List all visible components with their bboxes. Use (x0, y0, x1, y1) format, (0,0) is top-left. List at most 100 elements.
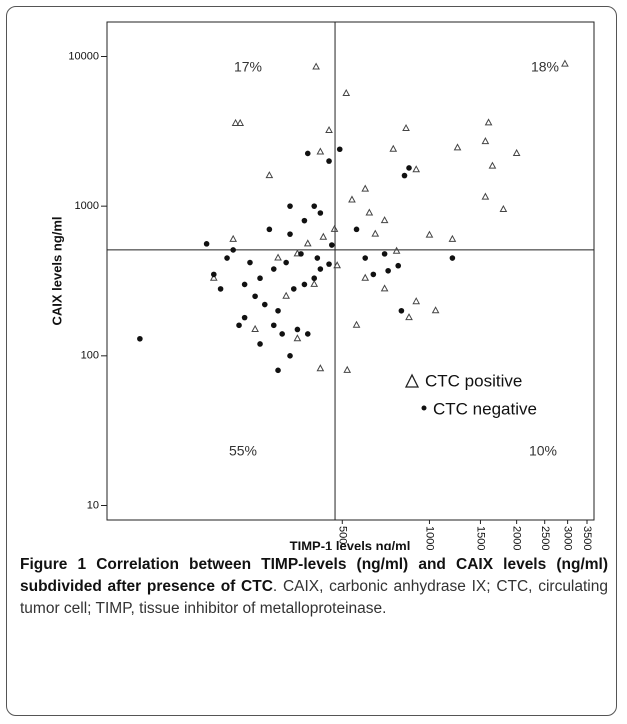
point (290, 286, 297, 292)
point (247, 259, 253, 266)
y-tick-label: 1000 (75, 200, 99, 212)
point (275, 367, 281, 374)
point (333, 261, 341, 269)
point (287, 231, 293, 237)
caption: Figure 1 Correlation between TIMP-levels… (20, 554, 608, 620)
point (325, 126, 333, 134)
point (330, 224, 339, 232)
y-axis-title: CAIX levels ng/ml (49, 216, 64, 325)
point (312, 62, 320, 70)
point (230, 247, 236, 253)
point (362, 255, 369, 261)
point (336, 146, 343, 153)
point (317, 210, 324, 216)
point (484, 118, 493, 126)
point (282, 291, 290, 299)
point (381, 251, 388, 257)
y-tick-label: 100 (81, 350, 99, 362)
point (316, 364, 325, 372)
x-axis-title: TIMP-1 levels ng/ml (290, 538, 411, 550)
point (236, 118, 245, 126)
point (231, 118, 240, 126)
point (274, 253, 282, 261)
point (365, 208, 374, 216)
point (252, 293, 258, 300)
figure-frame (6, 6, 617, 716)
point (402, 124, 410, 132)
point (370, 271, 377, 278)
point (210, 271, 217, 278)
point (310, 279, 319, 287)
point (279, 331, 285, 337)
point (293, 334, 302, 342)
y-tick-label: 10000 (68, 50, 99, 62)
legend-label: CTC positive (425, 371, 522, 390)
x-tick-label: 2500 (539, 526, 551, 550)
point (314, 255, 321, 261)
point (353, 226, 360, 233)
point (241, 314, 248, 321)
point (241, 281, 248, 288)
point (405, 313, 413, 321)
x-tick-label: 3000 (562, 526, 574, 550)
x-tick-label: 500 (336, 526, 348, 544)
point (301, 281, 308, 288)
point (412, 297, 421, 305)
point (385, 267, 391, 274)
point (270, 266, 277, 272)
point (303, 239, 312, 247)
point (209, 273, 218, 281)
point (401, 172, 408, 179)
point (270, 322, 277, 329)
quadrant-label: 10% (529, 443, 557, 459)
point (389, 144, 398, 152)
point (224, 255, 230, 261)
point (481, 137, 490, 145)
point (304, 331, 311, 337)
point (425, 230, 434, 238)
point (301, 217, 308, 224)
point (488, 161, 497, 169)
quadrant-label: 17% (234, 59, 262, 75)
chart: 17% 18% 55% 10% CTC positive CTC negativ… (49, 21, 595, 550)
quadrant-label: 18% (531, 59, 559, 75)
point (326, 261, 332, 267)
point (352, 320, 361, 328)
point (266, 226, 273, 233)
point (265, 171, 274, 179)
point (275, 307, 281, 314)
point (257, 341, 263, 347)
point (236, 322, 242, 329)
point (392, 246, 401, 254)
point (317, 266, 324, 272)
x-tick-label: 1000 (424, 526, 436, 550)
x-tick-label: 1500 (475, 526, 487, 550)
point (481, 192, 490, 200)
point (287, 353, 293, 359)
point (499, 204, 508, 212)
point (298, 251, 304, 257)
point (348, 195, 356, 203)
point (395, 262, 402, 269)
point (448, 234, 457, 242)
point (398, 307, 405, 314)
point (311, 203, 318, 209)
point (431, 306, 440, 314)
point (561, 59, 569, 67)
caption-label: Figure 1 (20, 556, 87, 573)
point (283, 259, 289, 266)
caption-text: . CAIX, carbonic anhydrase IX; CTC, circ… (20, 578, 608, 617)
point (371, 229, 380, 237)
point (361, 273, 370, 281)
point (380, 284, 389, 292)
y-tick-label: 10 (87, 499, 99, 511)
point (304, 150, 311, 157)
point (380, 216, 389, 224)
x-tick-label: 2000 (511, 526, 523, 550)
point (217, 286, 224, 292)
point (287, 203, 293, 209)
point (361, 184, 370, 192)
point (311, 275, 318, 282)
point (261, 301, 268, 308)
quadrant-label: 55% (229, 443, 257, 459)
